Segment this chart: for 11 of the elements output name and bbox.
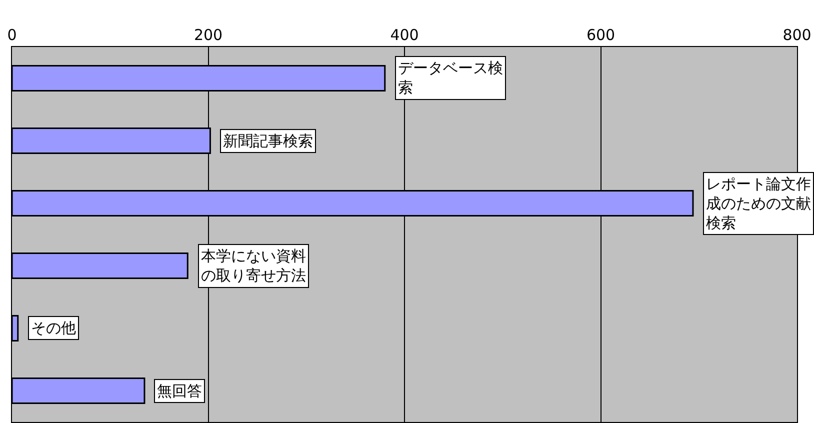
y-tick-label: 新聞記事検索 bbox=[223, 132, 313, 150]
y-tick-label: その他 bbox=[31, 319, 76, 337]
x-tick-label: 800 bbox=[782, 26, 812, 44]
x-tick-label: 600 bbox=[586, 26, 616, 44]
y-tick-label: データベース検索 bbox=[398, 59, 503, 96]
y-tick-label: 本学にない資料の取り寄せ方法 bbox=[201, 247, 306, 284]
y-tick-label: レポート論文作成のための文献検索 bbox=[706, 175, 811, 232]
y-tick-label: 無回答 bbox=[157, 382, 202, 400]
x-tick-label: 200 bbox=[194, 26, 223, 44]
x-tick-label: 0 bbox=[7, 26, 17, 44]
x-tick-label: 400 bbox=[390, 26, 419, 44]
